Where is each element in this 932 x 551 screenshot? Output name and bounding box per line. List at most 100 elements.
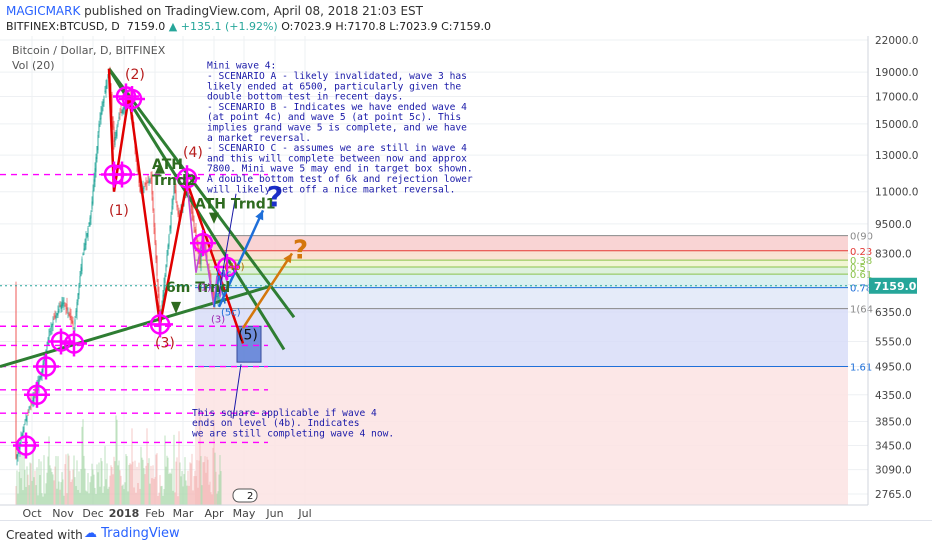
volume-bar xyxy=(144,474,146,505)
candle-body xyxy=(116,126,118,137)
events-badge xyxy=(232,488,258,503)
volume-bar xyxy=(29,462,31,505)
candle-body xyxy=(143,186,145,189)
candle-body xyxy=(53,318,55,320)
price-change: ▲ +135.1 (+1.92%) xyxy=(168,20,278,33)
candle-body xyxy=(111,94,113,113)
candle-body xyxy=(169,225,171,232)
candle-body xyxy=(196,238,198,246)
candle-body xyxy=(65,307,67,309)
volume-bar xyxy=(60,482,62,505)
candle-body xyxy=(166,255,168,262)
volume-bar xyxy=(129,463,131,505)
author-name[interactable]: MAGICMARK xyxy=(6,4,81,18)
volume-bar xyxy=(95,493,97,505)
candle-body xyxy=(34,390,36,392)
time-tick-label: Jul xyxy=(297,507,311,520)
candle-body xyxy=(118,116,120,120)
candle-body xyxy=(190,199,192,208)
volume-bar xyxy=(89,482,91,505)
volume-bar xyxy=(150,465,152,505)
volume-bar xyxy=(21,452,23,505)
candle-body xyxy=(57,311,59,316)
candle-body xyxy=(177,210,179,215)
last-price: 7159.0 xyxy=(126,20,166,33)
candle-body xyxy=(38,379,40,387)
volume-bar xyxy=(47,456,49,505)
volume-bar xyxy=(71,479,73,505)
volume-bar xyxy=(55,456,57,505)
volume-bar xyxy=(63,495,65,505)
candle-body xyxy=(97,134,99,151)
volume-bar xyxy=(207,459,209,505)
volume-bar xyxy=(130,464,132,505)
trendline-6m xyxy=(0,284,272,368)
candle-body xyxy=(41,368,43,377)
candle-body xyxy=(72,320,74,326)
candle-body xyxy=(157,278,159,292)
volume-bar xyxy=(87,473,89,505)
volume-bar xyxy=(58,481,60,505)
label-mini-5c: (5c) xyxy=(221,307,241,318)
candle-body xyxy=(75,310,77,317)
volume-bar xyxy=(188,485,190,505)
candle-body xyxy=(54,315,56,318)
candle-body xyxy=(33,394,35,402)
price-tick-label: 4350.0 xyxy=(875,390,912,402)
label-mini-4c: (4c) xyxy=(216,269,236,280)
candle-body xyxy=(79,276,81,284)
candle-body xyxy=(153,214,155,227)
volume-bar xyxy=(68,455,70,505)
volume-bar xyxy=(24,469,26,505)
candle-body xyxy=(174,182,176,193)
candle-body xyxy=(95,157,97,172)
volume-bar xyxy=(177,496,179,505)
fib-level-label: 0.38 xyxy=(850,256,872,267)
volume-bar xyxy=(103,486,105,505)
volume-bar xyxy=(26,466,28,505)
volume-bar xyxy=(217,491,219,505)
time-tick-label: Nov xyxy=(52,507,74,520)
candle-body xyxy=(147,181,149,183)
candle-body xyxy=(27,411,29,413)
volume-bar xyxy=(78,471,80,505)
candle-body xyxy=(69,312,71,318)
volume-bar xyxy=(159,475,161,505)
volume-bar xyxy=(80,469,82,505)
volume-bar xyxy=(101,461,103,505)
volume-bar xyxy=(204,456,206,505)
volume-bar xyxy=(97,472,99,505)
fib-zone xyxy=(195,287,848,309)
candle-body xyxy=(16,454,18,459)
candle-body xyxy=(64,304,66,306)
volume-bar xyxy=(145,465,147,505)
candle-body xyxy=(195,229,197,239)
candle-body xyxy=(112,117,114,128)
candle-body xyxy=(81,258,83,272)
annotation-note-top: Mini wave 4: - SCENARIO A - likely invali… xyxy=(207,61,473,196)
candle-body xyxy=(152,197,154,211)
volume-bar xyxy=(211,494,213,505)
price-tick-label: 11000.0 xyxy=(875,187,918,199)
time-tick-label: May xyxy=(233,507,256,520)
events-badge-count: 2 xyxy=(247,491,253,502)
volume-bar xyxy=(201,485,203,505)
volume-bar xyxy=(44,493,46,505)
price-chart[interactable]: 0(90 0.230.380.50.61 0.78 1(64 1.61 ATH Trnd… xyxy=(0,0,932,520)
candle-body xyxy=(78,284,80,296)
volume-bar xyxy=(93,474,95,505)
candle-body xyxy=(32,397,34,402)
tradingview-logo[interactable]: ☁ TradingView xyxy=(84,526,180,541)
candle-body xyxy=(165,265,167,272)
volume-bar xyxy=(220,471,222,505)
volume-bar xyxy=(124,482,126,505)
volume-bar xyxy=(122,484,124,505)
volume-bar xyxy=(209,481,211,505)
volume-bar xyxy=(109,475,111,505)
time-tick-label: Dec xyxy=(82,507,103,520)
volume-bar xyxy=(23,455,25,505)
time-tick-label: Feb xyxy=(145,507,164,520)
volume-bar xyxy=(219,455,221,505)
fib-level-label: 1.61 xyxy=(850,363,872,374)
trend-marker-down-2 xyxy=(171,301,181,314)
